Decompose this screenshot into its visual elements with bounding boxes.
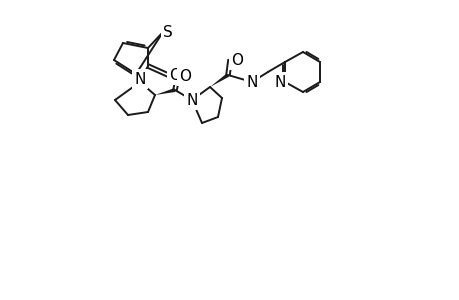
Text: N: N [186,92,197,107]
Text: N: N [134,71,146,86]
Polygon shape [155,88,175,95]
Text: N: N [274,74,285,89]
Text: S: S [163,25,173,40]
Polygon shape [210,73,229,87]
Text: O: O [179,68,190,83]
Text: O: O [230,52,242,68]
Text: N: N [246,74,257,89]
Text: O: O [168,68,180,82]
